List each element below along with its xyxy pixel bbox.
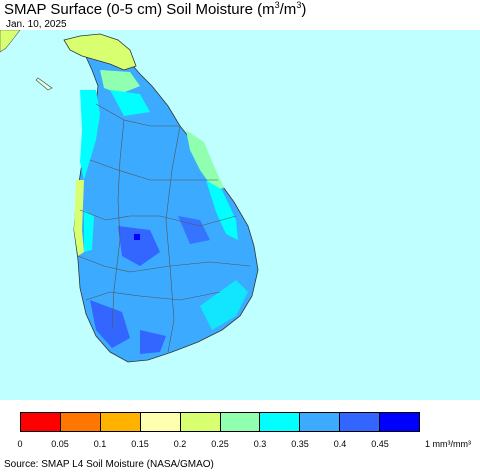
source-credit: Source: SMAP L4 Soil Moisture (NASA/GMAO… [4,459,214,470]
legend-tick-label: 0.3 [253,439,267,449]
northeast-coast [186,130,224,190]
central-high-patch [118,226,160,266]
legend-tick-label: 0.1 [93,439,107,449]
jaffna-peninsula [63,33,137,71]
legend-swatch [100,413,141,431]
district-boundaries [77,103,251,353]
legend-tick-label: 0.4 [333,439,347,449]
northwest-coast [80,90,100,180]
legend-tick-label: 0 [17,439,23,449]
west-coast-green [74,180,84,256]
mannar-islets [35,77,53,91]
legend-tick-label: 0.15 [131,439,149,449]
legend-tick-label: 0.25 [211,439,229,449]
legend-swatch [180,413,221,431]
legend-swatch [60,413,101,431]
legend-swatch [300,413,341,431]
southeast-cyan [200,280,248,330]
soil-moisture-map [0,30,480,400]
legend-tick-label: 0.35 [291,439,309,449]
legend-swatch [260,413,301,431]
west-coast-cyan [84,210,94,252]
india-coast [0,30,21,53]
legend-tick-label: 0.2 [173,439,187,449]
legend-colorbar [20,412,420,432]
date-label: Jan. 10, 2025 [6,19,67,30]
map-canvas [0,30,259,363]
east-dark-patch [178,216,210,244]
legend-swatch [340,413,381,431]
legend: 0 0.05 0.1 0.15 0.2 0.25 0.3 0.35 0.4 0.45 1 mm³/… [0,410,480,450]
east-coast-cyan [206,180,238,240]
legend-unit: 1 mm³/mm³ [425,439,471,449]
legend-tick-label: 0.05 [51,439,69,449]
south-patch [140,330,166,354]
southwest-patch [90,300,130,348]
page-title: SMAP Surface (0-5 cm) Soil Moisture (m3/… [4,0,307,18]
legend-swatch [220,413,261,431]
north-cyan-patch [110,90,150,116]
legend-swatch [21,413,61,431]
legend-tick-label: 0.45 [371,439,389,449]
central-max-cell [134,234,140,240]
sri-lanka-island [73,41,259,363]
legend-swatch [140,413,181,431]
legend-swatch [380,413,420,431]
north-patch [100,70,140,94]
